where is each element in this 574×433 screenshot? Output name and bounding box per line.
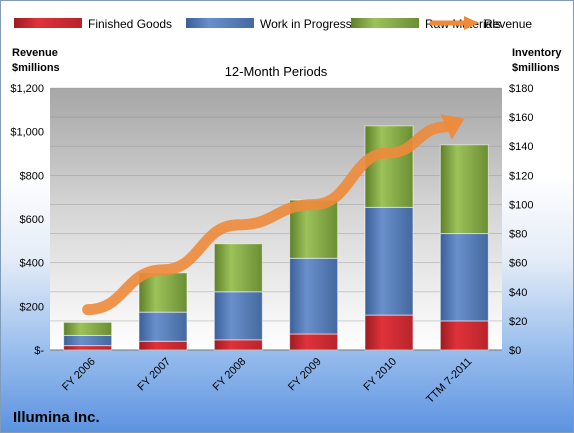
bar-finished-goods-ttm-7-2011 bbox=[439, 320, 489, 351]
bar-raw-materials-ttm-7-2011 bbox=[439, 144, 489, 235]
category-label: FY 2006 bbox=[60, 356, 98, 394]
bar-raw-materials-fy-2008 bbox=[213, 243, 263, 293]
left-tick-label: $- bbox=[34, 345, 44, 357]
bar-raw-materials-fy-2010 bbox=[364, 125, 414, 208]
left-tick-label: $600 bbox=[20, 214, 44, 226]
category-label: FY 2007 bbox=[135, 356, 173, 394]
legend-swatch-finished-goods bbox=[14, 18, 82, 28]
right-axis-label-line1: Inventory bbox=[512, 47, 562, 59]
legend-label-revenue: Revenue bbox=[484, 17, 532, 31]
bar-finished-goods-fy-2008 bbox=[213, 339, 263, 351]
left-axis-label-line2: $millions bbox=[12, 62, 60, 74]
bar-work-in-progress-fy-2008 bbox=[213, 291, 263, 341]
right-tick-label: $80 bbox=[509, 229, 527, 241]
company-name: Illumina Inc. bbox=[13, 409, 100, 426]
right-axis-label-line2: $millions bbox=[512, 62, 560, 74]
left-tick-label: $800 bbox=[20, 170, 44, 182]
left-tick-label: $1,200 bbox=[10, 83, 44, 95]
gridlines bbox=[50, 87, 502, 351]
revenue-series bbox=[82, 114, 465, 316]
left-axis-label-line1: Revenue bbox=[12, 47, 58, 59]
right-tick-label: $120 bbox=[509, 170, 533, 182]
legend-swatch-revenue bbox=[429, 16, 479, 30]
bar-finished-goods-fy-2007 bbox=[138, 340, 188, 351]
right-tick-label: $40 bbox=[509, 287, 527, 299]
left-tick-label: $1,000 bbox=[10, 127, 44, 139]
right-axis-ticks: $0 $20 $40 $60 $80 $100 $120 $140 $160 $180 bbox=[509, 83, 533, 357]
right-tick-label: $60 bbox=[509, 258, 527, 270]
bar-raw-materials-fy-2006 bbox=[63, 321, 113, 336]
legend: Finished Goods Work in Progress Raw Mate… bbox=[14, 16, 532, 31]
right-tick-label: $160 bbox=[509, 112, 533, 124]
legend-swatch-raw-materials bbox=[351, 18, 419, 28]
bar-work-in-progress-fy-2007 bbox=[138, 311, 188, 342]
bars bbox=[63, 125, 489, 351]
category-label: FY 2010 bbox=[361, 356, 399, 394]
right-tick-label: $180 bbox=[509, 83, 533, 95]
revenue-arrowhead bbox=[440, 114, 465, 140]
bar-work-in-progress-fy-2009 bbox=[289, 257, 339, 335]
category-label: FY 2008 bbox=[211, 356, 249, 394]
right-tick-label: $0 bbox=[509, 345, 521, 357]
bar-raw-materials-fy-2007 bbox=[138, 272, 188, 313]
bar-work-in-progress-fy-2006 bbox=[63, 334, 113, 347]
legend-label-work-in-progress: Work in Progress bbox=[260, 17, 352, 31]
right-tick-label: $100 bbox=[509, 199, 533, 211]
right-tick-label: $140 bbox=[509, 141, 533, 153]
bar-finished-goods-fy-2006 bbox=[63, 345, 113, 351]
legend-label-finished-goods: Finished Goods bbox=[88, 17, 172, 31]
left-axis-ticks: $- $200 $400 $600 $800 $1,000 $1,200 bbox=[10, 83, 44, 357]
bar-finished-goods-fy-2010 bbox=[364, 314, 414, 351]
category-label: FY 2009 bbox=[286, 356, 324, 394]
bar-work-in-progress-ttm-7-2011 bbox=[439, 233, 489, 322]
left-tick-label: $200 bbox=[20, 301, 44, 313]
bar-work-in-progress-fy-2010 bbox=[364, 206, 414, 316]
legend-swatch-work-in-progress bbox=[186, 18, 254, 28]
revenue-line bbox=[82, 121, 452, 316]
left-tick-label: $400 bbox=[20, 258, 44, 270]
chart-title: 12-Month Periods bbox=[225, 64, 328, 79]
right-tick-label: $20 bbox=[509, 316, 527, 328]
category-label: TTM 7-2011 bbox=[424, 356, 474, 406]
bar-finished-goods-fy-2009 bbox=[289, 333, 339, 351]
category-labels: FY 2006 FY 2007 FY 2008 FY 2009 FY 2010 TTM 7… bbox=[60, 356, 474, 406]
